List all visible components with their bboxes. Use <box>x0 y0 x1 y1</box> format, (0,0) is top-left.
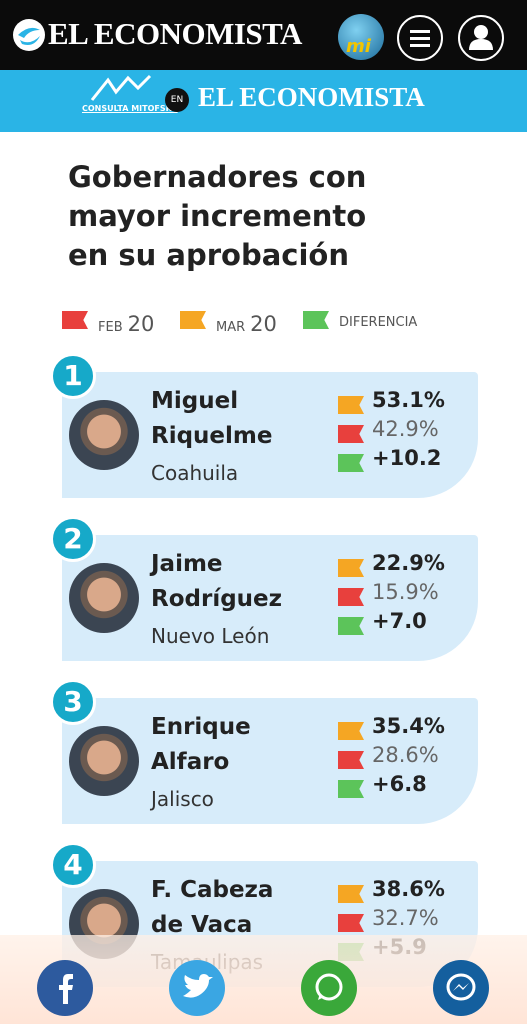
photo <box>69 563 139 633</box>
value-feb: 42.9% <box>372 417 439 441</box>
governor-name: Miguel <box>151 388 239 414</box>
whatsapp-icon <box>315 973 343 1001</box>
banner-brand: EL ECONOMISTA <box>198 82 425 112</box>
mi-text: mi <box>346 36 371 57</box>
user-button[interactable] <box>458 15 504 61</box>
value-flag <box>338 722 364 740</box>
governor-name: Alfaro <box>151 749 230 775</box>
value-mar: 22.9% <box>372 551 445 575</box>
governor-name: Riquelme <box>151 423 273 449</box>
value-flag <box>338 425 364 443</box>
value-flag <box>338 885 364 903</box>
value-feb: 15.9% <box>372 580 439 604</box>
value-flag <box>338 751 364 769</box>
value-mar: 35.4% <box>372 714 445 738</box>
banner: CONSULTA MITOFSKY EN EL ECONOMISTA <box>0 70 527 132</box>
legend-flag <box>180 311 206 329</box>
legend-month: DIFERENCIA <box>339 315 418 330</box>
messenger-icon <box>446 973 476 1001</box>
joiner: EN <box>165 88 189 112</box>
state: Jalisco <box>151 787 214 811</box>
messenger-button[interactable] <box>433 960 489 1016</box>
facebook-icon <box>59 974 73 1004</box>
user-icon <box>469 25 493 50</box>
governor-name: de Vaca <box>151 912 253 938</box>
logo[interactable]: EL ECONOMISTA <box>48 16 302 51</box>
title-line: en su aprobación <box>68 238 349 272</box>
value-feb: 28.6% <box>372 743 439 767</box>
photo <box>69 400 139 470</box>
value-flag <box>338 617 364 635</box>
value-flag <box>338 559 364 577</box>
value-mar: 38.6% <box>372 877 445 901</box>
value-flag <box>338 454 364 472</box>
legend-year: 20 <box>250 312 277 336</box>
value-diff: +7.0 <box>372 609 427 633</box>
title-line: mayor incremento <box>68 199 367 233</box>
mi-badge[interactable]: mi <box>338 14 384 60</box>
logo-icon <box>13 19 45 51</box>
twitter-button[interactable] <box>169 960 225 1016</box>
legend-month: MAR <box>216 320 246 335</box>
rank-badge: 1 <box>50 353 96 399</box>
twitter-icon <box>183 974 213 998</box>
legend-label: DIFERENCIA <box>339 312 417 330</box>
facebook-button[interactable] <box>37 960 93 1016</box>
title-line: Gobernadores con <box>68 160 367 194</box>
legend-flag <box>303 311 329 329</box>
value-feb: 32.7% <box>372 906 439 930</box>
photo <box>69 726 139 796</box>
partner: CONSULTA MITOFSKY <box>82 104 178 113</box>
value-mar: 53.1% <box>372 388 445 412</box>
legend-label: MAR 20 <box>216 312 277 336</box>
menu-icon <box>410 30 430 47</box>
legend-label: FEB 20 <box>98 312 154 336</box>
state: Nuevo León <box>151 624 270 648</box>
legend-year: 20 <box>127 312 155 336</box>
value-diff: +10.2 <box>372 446 442 470</box>
governor-name: Jaime <box>151 551 223 577</box>
value-diff: +6.8 <box>372 772 427 796</box>
rank-badge: 3 <box>50 679 96 725</box>
governor-name: Enrique <box>151 714 251 740</box>
partner-icon <box>90 74 152 101</box>
rank-badge: 2 <box>50 516 96 562</box>
governor-name: Rodríguez <box>151 586 283 612</box>
menu-button[interactable] <box>397 15 443 61</box>
legend-flag <box>62 311 88 329</box>
value-flag <box>338 914 364 932</box>
top-bar: EL ECONOMISTA mi <box>0 0 527 70</box>
value-flag <box>338 588 364 606</box>
value-flag <box>338 780 364 798</box>
share-bar <box>0 935 527 1024</box>
whatsapp-button[interactable] <box>301 960 357 1016</box>
legend-month: FEB <box>98 320 123 335</box>
value-flag <box>338 396 364 414</box>
governor-name: F. Cabeza <box>151 877 274 903</box>
state: Coahuila <box>151 461 239 485</box>
rank-badge: 4 <box>50 842 96 888</box>
